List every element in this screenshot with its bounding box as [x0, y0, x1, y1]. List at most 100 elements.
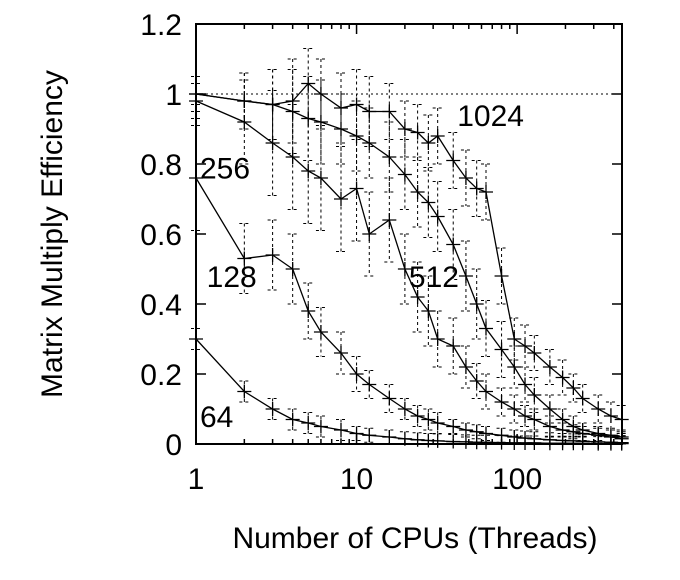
y-tick-label: 0	[165, 429, 182, 462]
data-point-256	[334, 192, 348, 206]
data-point-256	[469, 374, 484, 388]
data-point-128	[334, 346, 348, 360]
data-point-1024	[518, 339, 533, 353]
data-point-1024	[591, 402, 606, 416]
data-point-512	[410, 185, 425, 199]
data-point-128	[410, 409, 425, 423]
data-point-1024	[446, 153, 461, 168]
data-point-256	[542, 419, 557, 434]
data-point-128	[265, 248, 280, 262]
data-point-256	[349, 181, 364, 196]
data-point-256	[285, 150, 300, 164]
data-point-256	[265, 136, 280, 150]
x-tick-label: 100	[492, 463, 542, 496]
data-point-256	[494, 395, 509, 409]
data-point-512	[603, 428, 618, 443]
data-point-512	[313, 115, 328, 129]
series-label-512: 512	[409, 261, 459, 294]
data-point-256	[313, 171, 328, 185]
data-point-512	[301, 111, 316, 126]
data-point-1024	[603, 409, 618, 423]
data-point-512	[430, 209, 445, 224]
data-point-128	[285, 262, 300, 276]
data-point-256	[507, 402, 522, 416]
y-tick-label: 0.6	[140, 219, 182, 252]
data-point-256	[458, 360, 473, 374]
data-point-1024	[265, 97, 280, 112]
data-point-512	[382, 150, 397, 164]
data-point-512	[397, 167, 412, 182]
data-point-128	[469, 424, 484, 439]
data-point-64	[334, 423, 348, 437]
data-point-1024	[421, 136, 436, 150]
data-point-256	[301, 164, 316, 178]
data-point-1024	[469, 181, 484, 196]
data-point-512	[575, 423, 590, 437]
data-point-512	[479, 321, 493, 336]
tick-labels-layer: 0 0.2 0.4 0.6 0.8 1 1.2 1 10 100	[140, 9, 542, 496]
data-point-64	[265, 402, 280, 416]
data-point-256	[237, 115, 252, 129]
data-point-64	[362, 428, 377, 443]
data-point-1024	[458, 171, 473, 185]
data-point-128	[507, 430, 522, 444]
series-label-128: 128	[207, 261, 257, 294]
data-point-512	[566, 419, 581, 434]
series-label-1024: 1024	[457, 100, 524, 133]
y-tick-label: 1.2	[140, 9, 182, 42]
data-point-256	[362, 227, 377, 241]
data-point-256	[430, 332, 445, 346]
data-point-512	[446, 237, 461, 252]
data-point-512	[518, 377, 533, 392]
y-tick-label: 0.4	[140, 289, 182, 322]
axis-ticks-layer	[195, 23, 622, 445]
data-point-512	[527, 388, 542, 402]
x-tick-label: 10	[340, 463, 373, 496]
data-point-128	[446, 419, 461, 434]
series-line-128	[195, 177, 622, 444]
series-label-256: 256	[200, 153, 250, 186]
data-point-1024	[397, 122, 412, 136]
data-point-1024	[566, 381, 581, 395]
data-point-512	[349, 129, 364, 143]
data-point-128	[421, 412, 436, 427]
data-point-512	[421, 195, 436, 210]
data-point-64	[301, 416, 316, 430]
data-point-512	[591, 426, 606, 441]
data-point-1024	[430, 129, 445, 143]
data-point-256	[446, 339, 461, 353]
data-point-1024	[237, 94, 252, 108]
data-point-64	[285, 412, 300, 427]
data-point-64	[313, 419, 328, 434]
data-point-256	[518, 409, 533, 423]
data-point-1024	[382, 104, 397, 119]
data-point-128	[458, 423, 473, 437]
data-point-1024	[527, 346, 542, 360]
data-point-128	[301, 304, 316, 318]
data-point-128	[397, 402, 412, 416]
x-axis-title: Number of CPUs (Threads)	[232, 522, 597, 555]
data-point-1024	[479, 185, 493, 199]
data-point-1024	[285, 94, 300, 108]
data-point-1024	[410, 125, 425, 140]
data-point-1024	[555, 370, 570, 385]
data-point-512	[542, 402, 557, 416]
data-point-512	[494, 342, 509, 357]
data-point-512	[507, 360, 522, 374]
data-point-128	[518, 431, 533, 446]
data-point-256	[410, 290, 425, 304]
data-point-128	[349, 367, 364, 381]
series-line-64	[195, 338, 622, 445]
y-tick-label: 1	[165, 79, 182, 112]
data-point-128	[313, 325, 328, 339]
data-point-1024	[301, 76, 316, 91]
data-point-1024	[575, 391, 590, 406]
data-point-64	[382, 430, 397, 444]
data-point-256	[479, 384, 493, 399]
y-tick-label: 0.8	[140, 149, 182, 182]
series-label-64: 64	[200, 401, 233, 434]
data-point-256	[421, 304, 436, 318]
data-point-128	[430, 416, 445, 430]
series-labels-layer: 64 128 256 512 1024	[200, 100, 524, 434]
